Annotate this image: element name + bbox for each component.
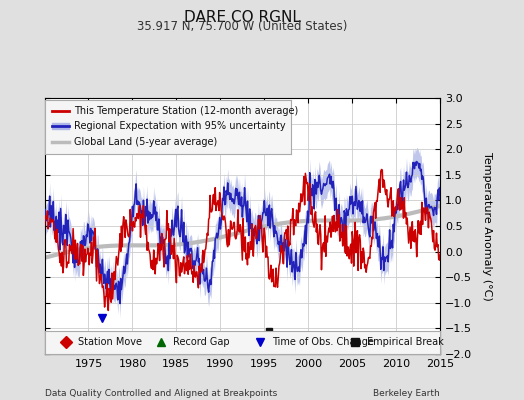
Text: Station Move: Station Move — [78, 338, 142, 347]
Y-axis label: Temperature Anomaly (°C): Temperature Anomaly (°C) — [482, 152, 492, 300]
Text: Record Gap: Record Gap — [173, 338, 230, 347]
Text: Berkeley Earth: Berkeley Earth — [374, 389, 440, 398]
Text: Global Land (5-year average): Global Land (5-year average) — [74, 137, 217, 147]
Text: DARE CO RGNL: DARE CO RGNL — [183, 10, 301, 25]
Text: Data Quality Controlled and Aligned at Breakpoints: Data Quality Controlled and Aligned at B… — [45, 389, 277, 398]
Text: 35.917 N, 75.700 W (United States): 35.917 N, 75.700 W (United States) — [137, 20, 347, 33]
Text: Regional Expectation with 95% uncertainty: Regional Expectation with 95% uncertaint… — [74, 121, 286, 131]
Text: This Temperature Station (12-month average): This Temperature Station (12-month avera… — [74, 106, 298, 116]
Text: Time of Obs. Change: Time of Obs. Change — [272, 338, 374, 347]
Text: Empirical Break: Empirical Break — [367, 338, 444, 347]
